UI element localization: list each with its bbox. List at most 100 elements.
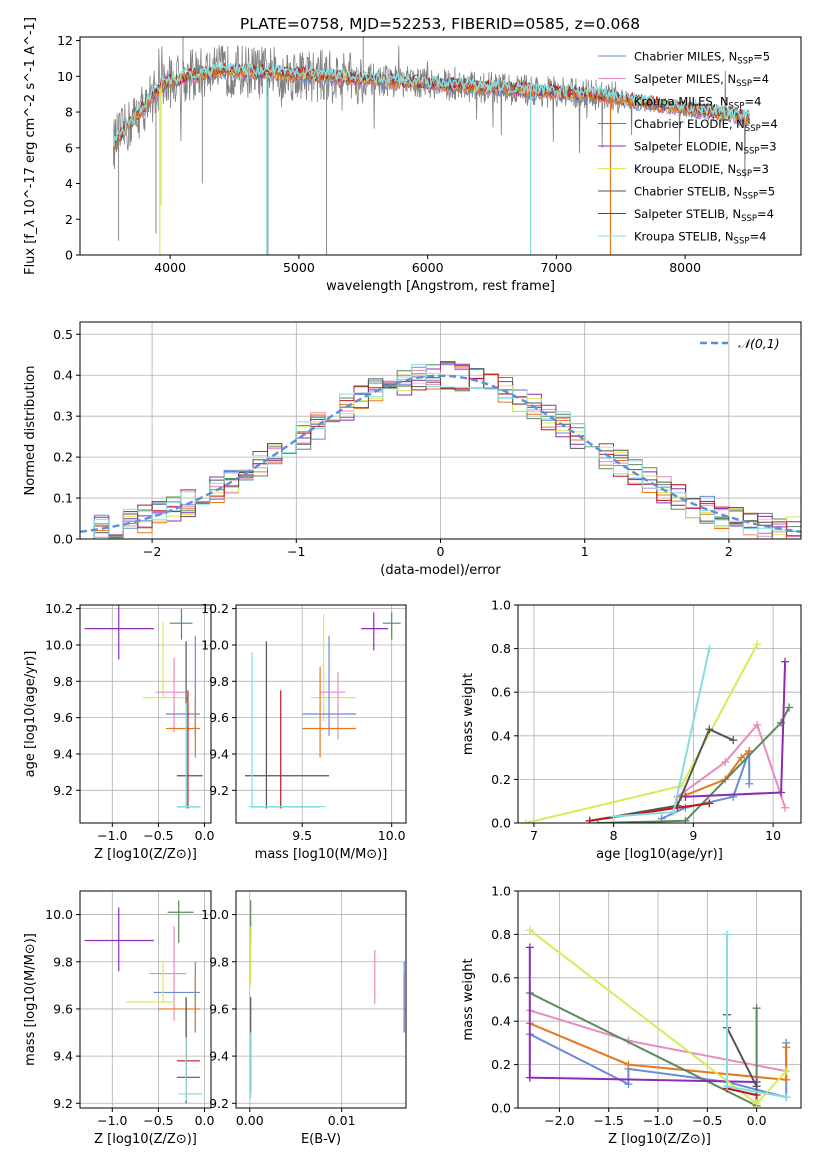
observed-spectrum-line [113, 45, 750, 179]
y-tick-label: 0.2 [491, 772, 511, 787]
y-tick-label: 10 [57, 69, 73, 84]
mass-weight-point [782, 1067, 791, 1076]
x-tick-label: −0.5 [143, 828, 173, 843]
legend-value: =4 [752, 72, 769, 86]
panel-mass_vs_ebv: 0.00 0.01 9.2 9.4 9.6 9.8 10.0 E(B-V) [201, 890, 407, 1147]
legend-subscript: SSP [741, 214, 757, 224]
legend-label: Chabrier MILES, NSSP=5 [634, 50, 770, 67]
legend-subscript: SSP [729, 102, 745, 112]
x-axis-label: Z [log10(Z/Z⊙)] [94, 847, 197, 862]
y-tick-label: 9.2 [209, 1096, 229, 1111]
legend-label: Kroupa ELODIE, NSSP=3 [634, 162, 769, 179]
mass-weight-point [745, 747, 754, 756]
plot-area [84, 605, 203, 809]
x-tick-label: −1.0 [643, 1113, 673, 1128]
x-axis-label: (data-model)/error [380, 563, 501, 578]
axes-frame [79, 890, 212, 1109]
mass-weight-line [528, 947, 757, 1083]
legend-value: =5 [758, 185, 775, 199]
y-tick-label: 9.6 [53, 710, 73, 725]
legend-subscript: SSP [736, 169, 752, 179]
x-tick-label: 0.0 [195, 1113, 215, 1128]
x-tick-label: 0.01 [328, 1113, 356, 1128]
x-tick-label: 0.0 [195, 828, 215, 843]
legend-value: =4 [749, 230, 766, 244]
mass-weight-point [585, 816, 594, 823]
mass-weight-point [624, 1060, 633, 1069]
x-axis-label: mass [log10(M/M⊙)] [255, 847, 388, 862]
axes-frame [79, 604, 212, 824]
panel-residuals: −2 −1 0 1 2 0.0 0.1 0.2 0.3 0.4 0.5 (data-model)/er… [23, 321, 802, 578]
x-tick-label: −1.0 [97, 1113, 127, 1128]
y-tick-label: 0.4 [491, 728, 511, 743]
mass-weight-line [589, 727, 734, 822]
mass-weight-point [525, 943, 534, 952]
legend-label: Salpeter STELIB, NSSP=4 [634, 207, 774, 224]
y-tick-label: 0.5 [53, 327, 73, 342]
mass-weight-point [777, 788, 786, 797]
y-tick-label: 9.2 [209, 783, 229, 798]
mass-weight-point [782, 1043, 791, 1052]
panel-age_vs_Z: −1.0 −0.5 0.0 9.2 9.4 9.6 9.8 10.0 10.2 Z [log10(… [23, 601, 215, 862]
y-tick-label: 9.4 [209, 1049, 229, 1064]
y-tick-label: 1.0 [491, 884, 511, 899]
mass-weight-point [723, 1082, 732, 1091]
y-tick-label: 12 [57, 33, 73, 48]
mass-weight-point [525, 1073, 534, 1082]
y-tick-label: 10.0 [45, 907, 73, 922]
mass-weight-point [782, 1093, 791, 1102]
y-tick-label: 0.4 [491, 1014, 511, 1029]
y-tick-label: 9.6 [209, 710, 229, 725]
y-tick-label: 9.8 [209, 954, 229, 969]
x-tick-label: 0 [437, 544, 445, 559]
x-tick-label: 8000 [669, 260, 701, 275]
mass-weight-point [624, 1080, 633, 1089]
plot-area [84, 900, 203, 1104]
y-tick-label: 0.6 [491, 685, 511, 700]
x-tick-label: 10 [765, 828, 781, 843]
model-spectrum-line [112, 61, 751, 148]
mass-weight-point [785, 703, 794, 712]
mass-weight-point [521, 819, 530, 823]
legend-value: =4 [757, 207, 774, 221]
y-tick-label: 0.0 [491, 1101, 511, 1116]
mass-weight-point [681, 816, 690, 823]
y-tick-label: 9.2 [53, 1096, 73, 1111]
y-tick-label: 9.6 [209, 1001, 229, 1016]
x-tick-label: 1 [581, 544, 589, 559]
x-tick-label: 4000 [154, 260, 186, 275]
mass-weight-line [726, 1087, 757, 1096]
y-axis-label: Flux [f_λ 10^-17 erg cm^-2 s^-1 A^-1] [23, 17, 38, 275]
x-tick-label: −1.5 [594, 1113, 624, 1128]
y-tick-label: 9.6 [53, 1001, 73, 1016]
x-tick-label: 10.0 [378, 828, 406, 843]
panel-mass_vs_Z: −1.0 −0.5 0.0 9.2 9.4 9.6 9.8 10.0 Z [log10(Z/Z⊙… [23, 890, 215, 1147]
y-tick-label: 10.2 [201, 601, 229, 616]
legend-value: =3 [760, 140, 777, 154]
panels: 4000 5000 6000 7000 8000024681012wavelength … [23, 17, 802, 1147]
x-tick-label: 0.00 [236, 1113, 264, 1128]
legend-subscript: SSP [734, 237, 750, 247]
x-tick-label: −1.0 [97, 828, 127, 843]
legend-subscript: SSP [744, 147, 760, 157]
panel-weight_vs_age: 7 8 9 10 0.0 0.2 0.4 0.6 0.8 1.0 age [log10(age/yr… [461, 598, 802, 862]
mass-weight-point [723, 930, 732, 939]
y-tick-label: 9.4 [209, 746, 229, 761]
figure-title: PLATE=0758, MJD=52253, FIBERID=0585, z=0… [240, 15, 640, 33]
y-tick-label: 0.8 [491, 641, 511, 656]
mass-weight-point [705, 799, 714, 808]
axes-frame [235, 604, 407, 824]
x-axis-label: Z [log10(Z/Z⊙)] [94, 1132, 197, 1147]
x-tick-label: −0.5 [143, 1113, 173, 1128]
mass-weight-point [781, 803, 790, 812]
axes-frame [235, 890, 407, 1109]
mass-weight-line [685, 661, 787, 798]
y-tick-label: 0.2 [491, 1057, 511, 1072]
mass-weight-point [525, 926, 534, 935]
plot-area [244, 612, 401, 809]
y-axis-label: Normed distribution [23, 366, 38, 496]
mass-weight-point [729, 736, 738, 745]
legend-label: 𝒩(0,1) [738, 336, 780, 351]
x-axis-label: wavelength [Angstrom, rest frame] [326, 279, 555, 294]
